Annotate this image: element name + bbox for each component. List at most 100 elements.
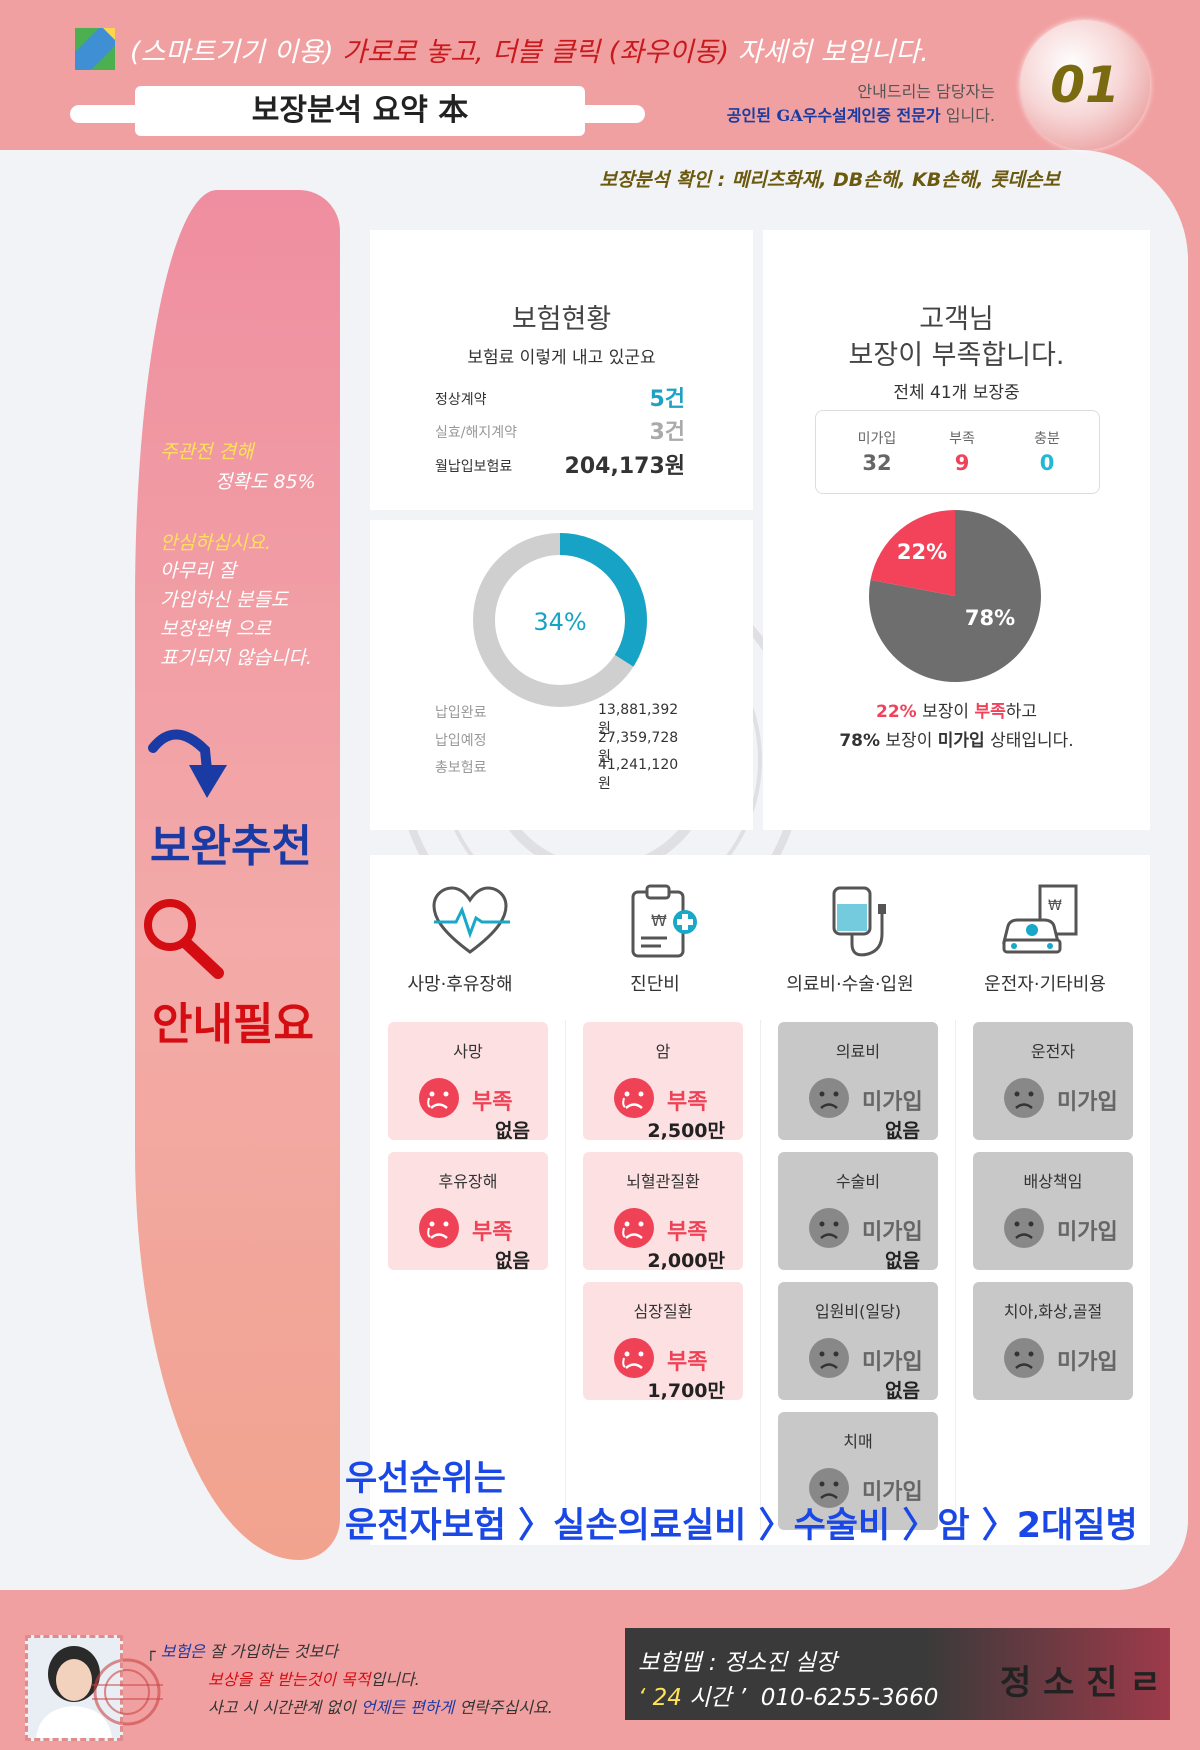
- sidebar-note-line: 아무리 잘: [160, 560, 236, 582]
- status-label: 월납입보험료: [435, 459, 513, 475]
- tile-status: 부족: [472, 1090, 513, 1115]
- tile-amount: 없음: [885, 1120, 920, 1142]
- footer-bracket: ┌: [146, 1642, 161, 1661]
- status-label: 실효/해지계약: [435, 425, 517, 441]
- tile-title: 수술비: [835, 1172, 881, 1191]
- payment-row-total: 총보험료 41,241,120원: [435, 757, 685, 792]
- tile-dental-burn-fracture[interactable]: 치아,화상,골절 미가입: [973, 1282, 1133, 1400]
- tile-cerebrovascular[interactable]: 뇌혈관질환 부족 2,000만: [583, 1152, 743, 1272]
- tile-surgery[interactable]: 수술비 미가입 없음: [778, 1152, 938, 1272]
- count-value: 32: [862, 451, 892, 475]
- crying-face-icon: [419, 1208, 459, 1248]
- sidebar-note-line: 가입하신 분들도: [160, 589, 289, 611]
- tile-dementia[interactable]: 치매 미가입: [778, 1412, 938, 1530]
- count-value: 0: [1039, 451, 1055, 475]
- magnifier-icon: [144, 899, 224, 979]
- summary-word: 미가입: [937, 731, 985, 751]
- footer-emphasis: 언제든 편하게: [360, 1698, 455, 1717]
- count-value: 9: [954, 451, 970, 475]
- tile-title: 의료비: [835, 1042, 881, 1061]
- tile-title: 치아,화상,골절: [1003, 1302, 1103, 1321]
- tile-liability[interactable]: 배상책임 미가입: [973, 1152, 1133, 1270]
- insurance-status-subtitle: 보험료 이렇게 내고 있군요: [467, 348, 656, 368]
- sad-face-icon: [809, 1078, 849, 1118]
- count-label: 부족: [949, 431, 975, 447]
- tile-title: 뇌혈관질환: [626, 1172, 700, 1191]
- logo-icon: [75, 28, 115, 70]
- priority-heading: 우선순위는: [345, 1459, 507, 1499]
- count-label: 충분: [1034, 431, 1060, 447]
- svg-text:₩: ₩: [1048, 898, 1062, 914]
- sad-face-icon: [1004, 1078, 1044, 1118]
- header-instruction-highlight: 가로로 놓고, 더블 클릭 (좌우이동): [342, 37, 730, 68]
- postmark-stamp: [92, 1658, 163, 1726]
- count-sufficient: 충분 0: [1000, 428, 1094, 475]
- sad-face-icon: [1004, 1208, 1044, 1248]
- hours-24: ‘ 24: [638, 1685, 690, 1711]
- tile-medical-expense[interactable]: 의료비 미가입 없음: [778, 1022, 938, 1142]
- tile-amount: 없음: [885, 1380, 920, 1402]
- summary-pct: 78%: [839, 731, 881, 751]
- tile-status: 부족: [667, 1350, 708, 1375]
- heart-pulse-icon: [432, 886, 510, 954]
- sad-face-icon: [809, 1338, 849, 1378]
- tile-amount: 없음: [495, 1120, 530, 1142]
- tile-cancer[interactable]: 암 부족 2,500만: [583, 1022, 743, 1142]
- recommend-label: 보완추천: [150, 821, 312, 872]
- tile-status: 미가입: [862, 1350, 923, 1375]
- tile-title: 사망: [453, 1042, 483, 1061]
- tile-status: 미가입: [1057, 1220, 1118, 1245]
- footer-text: 연락주십시요.: [454, 1698, 553, 1717]
- tile-heart-disease[interactable]: 심장질환 부족 1,700만: [583, 1282, 743, 1402]
- column-divider: [760, 1020, 761, 1530]
- donut-percent-label: 34%: [533, 608, 586, 636]
- category-medical-surgery: 의료비·수술·입원: [786, 974, 914, 995]
- crying-face-icon: [419, 1078, 459, 1118]
- crying-face-icon: [614, 1338, 654, 1378]
- hours-label: 시간 ’: [689, 1685, 747, 1711]
- donut-fill: [473, 533, 647, 707]
- priority-order: 운전자보험 〉실손의료실비 〉수술비 〉암 〉2대질병: [345, 1506, 1138, 1546]
- payment-label: 납입완료: [435, 705, 487, 721]
- summary-word: 부족: [974, 702, 1006, 722]
- tile-amount: 없음: [885, 1250, 920, 1272]
- tile-hospitalization[interactable]: 입원비(일당) 미가입 없음: [778, 1282, 938, 1402]
- status-value: 3건: [649, 420, 685, 445]
- tile-disability[interactable]: 후유장해 부족 없음: [388, 1152, 548, 1272]
- sad-face-icon: [1004, 1338, 1044, 1378]
- agent-name: 보험맵 : 정소진 실장: [638, 1650, 837, 1676]
- summary-pct: 22%: [876, 702, 917, 722]
- tile-driver[interactable]: 운전자 미가입: [973, 1022, 1133, 1140]
- footer-message-3: 사고 시 시간관계 없이 언제든 편하게 연락주십시요.: [208, 1694, 553, 1718]
- sidebar-note-line: 표기되지 않습니다.: [160, 647, 312, 669]
- coverage-subtitle: 전체 41개 보장중: [893, 383, 1020, 403]
- tile-amount: 없음: [495, 1250, 530, 1272]
- pie-label-not-enrolled: 78%: [965, 606, 1015, 630]
- tile-amount: 2,500만: [647, 1120, 725, 1142]
- tile-status: 부족: [667, 1220, 708, 1245]
- footer-text: 사고 시 시간관계 없이: [208, 1698, 361, 1717]
- payment-value: 41,241,120원: [598, 757, 679, 792]
- payment-label: 총보험료: [435, 760, 487, 776]
- payment-row-paid: 납입완료 13,881,392원: [435, 702, 685, 737]
- summary-text: 하고: [1005, 702, 1037, 722]
- guide-line-2: 공인된 GA우수설계인증 전문가 입니다.: [690, 102, 995, 126]
- footer-message-2: 보상을 잘 받는것이 목적입니다.: [208, 1666, 420, 1690]
- footer-emphasis: 보험은: [160, 1642, 205, 1661]
- header-instruction-suffix: 자세히 보입니다.: [737, 37, 929, 68]
- medical-report-icon: ₩: [631, 884, 697, 958]
- crying-face-icon: [614, 1078, 654, 1118]
- contact-phone-line[interactable]: ‘ 24 시간 ’ 010-6255-3660: [638, 1678, 938, 1712]
- tile-title: 운전자: [1030, 1042, 1076, 1061]
- pie-label-insufficient: 22%: [897, 540, 947, 564]
- phone-number[interactable]: 010-6255-3660: [760, 1685, 939, 1711]
- pie-slice-insufficient: [870, 510, 955, 596]
- contact-card: [625, 1628, 1170, 1720]
- tile-status: 부족: [472, 1220, 513, 1245]
- tile-death[interactable]: 사망 부족 없음: [388, 1022, 548, 1142]
- payment-donut-chart: 34%: [473, 533, 647, 707]
- status-value: 5건: [649, 387, 685, 412]
- tile-title: 치매: [843, 1432, 873, 1451]
- footer-text: 입니다.: [370, 1670, 420, 1689]
- svg-text:₩: ₩: [651, 911, 667, 930]
